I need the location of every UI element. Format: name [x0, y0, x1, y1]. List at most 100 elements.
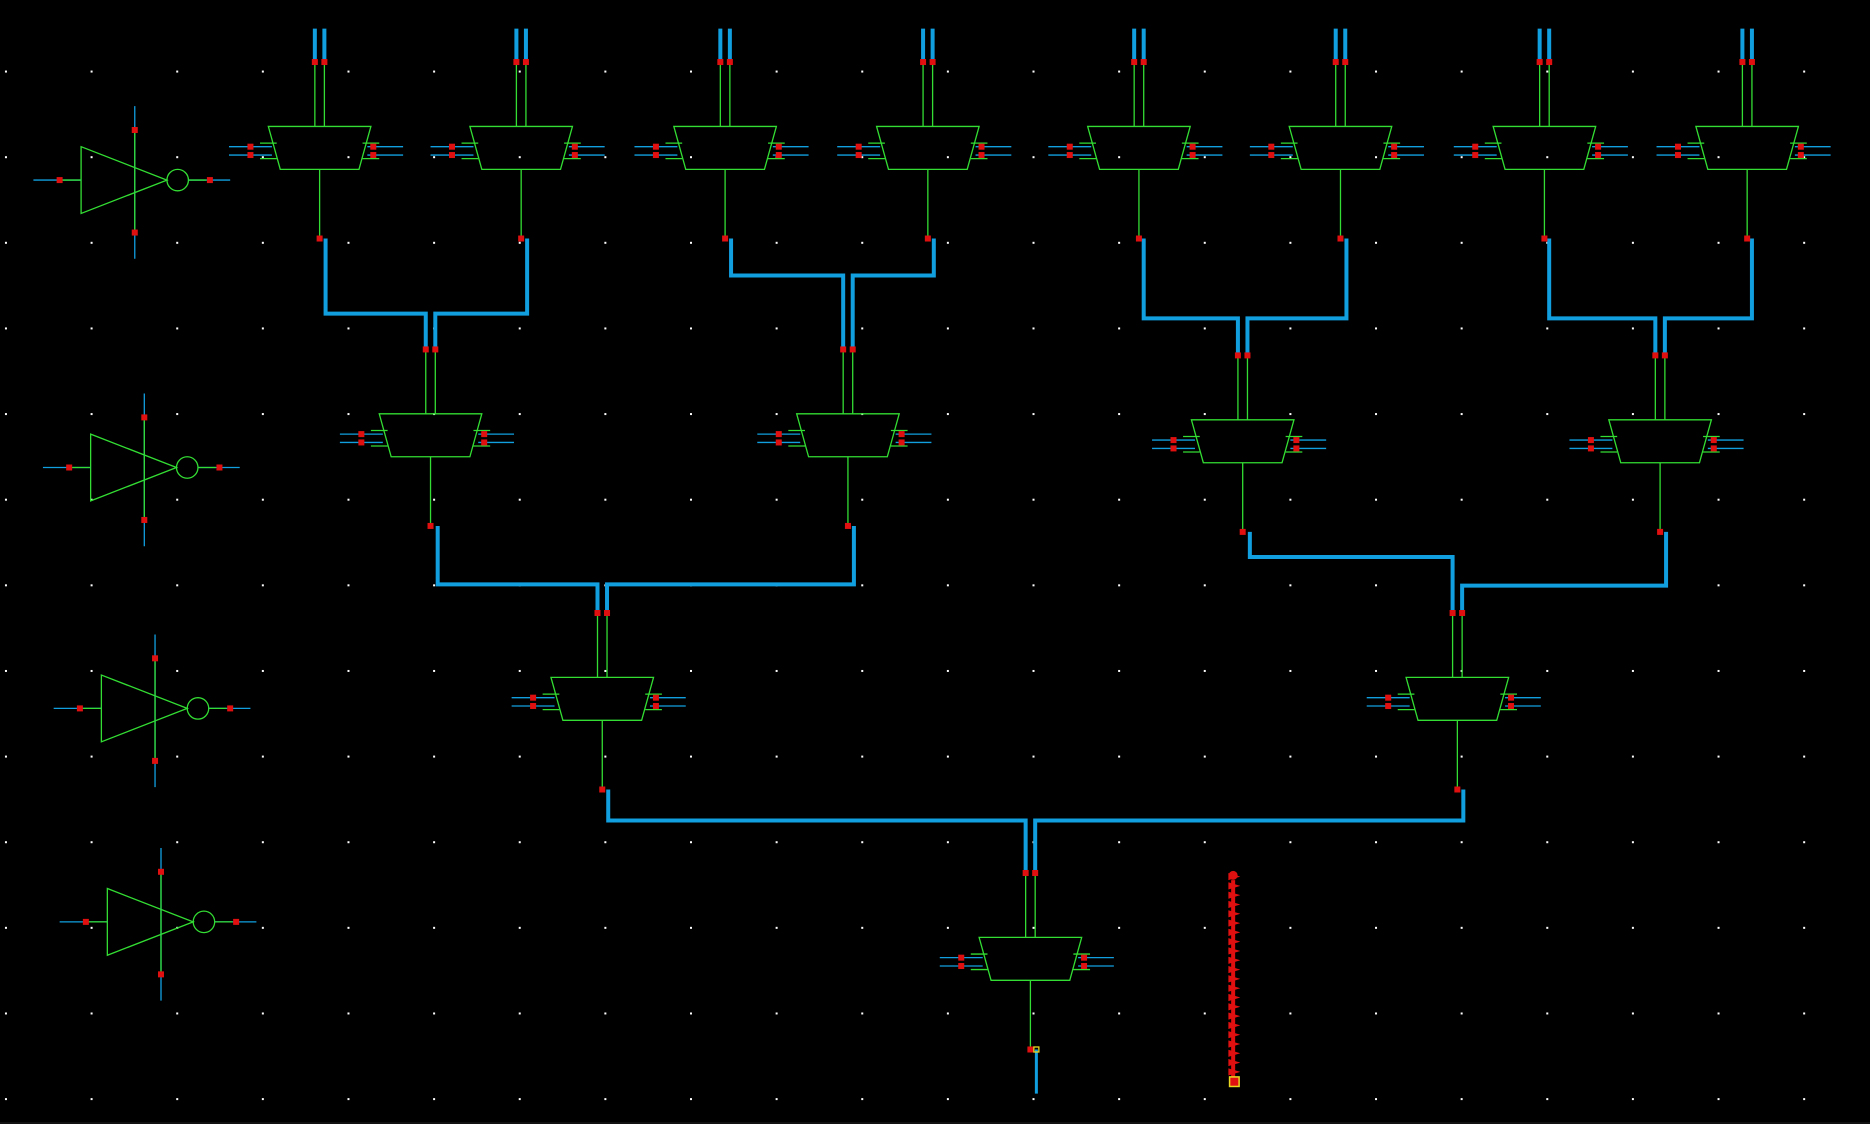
inverter-1[interactable]: [33, 106, 231, 259]
pin-icon: [448, 143, 455, 150]
grid-dot: [1118, 413, 1121, 416]
grid-dot: [1289, 70, 1292, 73]
grid-dot: [261, 926, 264, 929]
grid-dot: [1631, 327, 1634, 330]
pin-icon: [1541, 235, 1548, 242]
grid-dot: [261, 1012, 264, 1015]
grid-dot: [1717, 70, 1720, 73]
grid-dot: [90, 241, 93, 244]
grid-dot: [1717, 498, 1720, 501]
bus-wire: [606, 789, 1028, 873]
pin-icon: [1170, 445, 1177, 452]
marker-icon: [1228, 1068, 1241, 1076]
grid-dot: [604, 1012, 607, 1015]
pin-icon: [1739, 59, 1746, 66]
mux-stage3-2[interactable]: [1366, 609, 1541, 793]
inverter-4[interactable]: [59, 847, 257, 1001]
pin-icon: [978, 143, 985, 150]
grid-dot: [604, 241, 607, 244]
bus-wire: [1245, 238, 1349, 356]
inverter-2[interactable]: [42, 393, 240, 547]
grid-dot: [90, 156, 93, 159]
grid-dot: [1375, 1098, 1378, 1101]
bus-wire: [729, 238, 846, 350]
mux-stage1-4[interactable]: [837, 59, 1012, 242]
pin-icon: [1661, 352, 1668, 359]
grid-dot: [1118, 926, 1121, 929]
grid-dot: [1460, 498, 1463, 501]
grid-dot: [1203, 926, 1206, 929]
bubble-icon: [175, 456, 199, 479]
inverter-3[interactable]: [53, 634, 251, 788]
grid-dot: [604, 498, 607, 501]
grid-dot: [433, 70, 436, 73]
pin-icon: [652, 703, 659, 710]
mux-stage1-5[interactable]: [1048, 59, 1223, 242]
pin-icon: [1595, 152, 1602, 159]
bus-wire: [1033, 789, 1466, 873]
bus-wire: [1460, 531, 1669, 613]
mux-stage1-7[interactable]: [1453, 59, 1628, 242]
pin-icon: [1744, 235, 1751, 242]
grid-dot: [946, 327, 949, 330]
grid-dot: [4, 498, 7, 501]
grid-dot: [1118, 327, 1121, 330]
grid-dot: [1717, 327, 1720, 330]
grid-dot: [1631, 156, 1634, 159]
grid-dot: [1203, 841, 1206, 844]
mux-stage2-2[interactable]: [757, 346, 932, 529]
grid-dot: [1118, 156, 1121, 159]
grid-dot: [946, 70, 949, 73]
mux-stage1-1[interactable]: [228, 59, 404, 242]
mux-stage2-3[interactable]: [1152, 352, 1327, 535]
marker-icon: [1228, 1040, 1241, 1048]
grid-dot: [1717, 413, 1720, 416]
mux-stage2-1[interactable]: [339, 346, 515, 529]
mux-stage1-6[interactable]: [1249, 59, 1424, 242]
mux-stage3-1[interactable]: [511, 609, 686, 793]
pin-icon: [522, 59, 529, 66]
grid-dot: [861, 1098, 864, 1101]
grid-dot: [1375, 413, 1378, 416]
pin-icon: [1140, 59, 1147, 66]
grid-dot: [1717, 1012, 1720, 1015]
pin-icon: [929, 59, 936, 66]
bus-wire: [605, 525, 856, 613]
grid-dot: [1375, 327, 1378, 330]
output-port-icon: [1033, 1046, 1040, 1053]
grid-dot: [1118, 1012, 1121, 1015]
grid-dot: [518, 413, 521, 416]
mux-stage2-4[interactable]: [1569, 352, 1744, 535]
grid-dot: [1203, 156, 1206, 159]
grid-dot: [1803, 584, 1806, 587]
grid-dot: [1289, 755, 1292, 758]
grid-dot: [347, 755, 350, 758]
mux-stage1-2[interactable]: [430, 59, 605, 242]
grid-dot: [90, 413, 93, 416]
grid-dot: [1717, 841, 1720, 844]
mux-stage1-8[interactable]: [1656, 59, 1831, 242]
mux-stage1-3[interactable]: [634, 59, 809, 242]
grid-dot: [1289, 156, 1292, 159]
grid-dot: [861, 1012, 864, 1015]
pin-icon: [844, 522, 851, 529]
grid-dot: [775, 1098, 778, 1101]
marker-icon: [1228, 910, 1241, 918]
grid-dot: [261, 413, 264, 416]
pin-icon: [898, 431, 905, 438]
grid-dot: [176, 584, 179, 587]
marker-column[interactable]: [1228, 870, 1241, 1088]
grid-dot: [1032, 669, 1035, 672]
grid-dot: [1546, 413, 1549, 416]
pin-icon: [481, 431, 488, 438]
grid-dot: [1375, 841, 1378, 844]
grid-dot: [775, 841, 778, 844]
mux-final[interactable]: [939, 869, 1114, 1053]
pin-icon: [247, 143, 254, 150]
grid-dot: [261, 327, 264, 330]
grid-dot: [775, 926, 778, 929]
grid-dot: [946, 1012, 949, 1015]
pin-icon: [152, 655, 159, 662]
